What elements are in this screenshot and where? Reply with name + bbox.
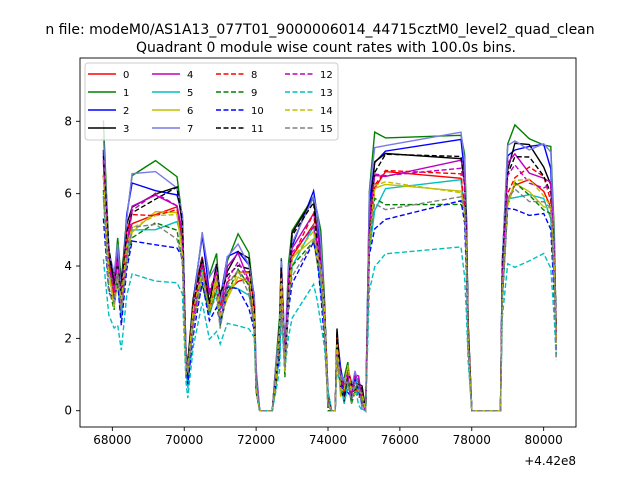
series-line-11 — [102, 153, 557, 412]
x-tick-label: 68000 — [93, 433, 131, 447]
x-tick-label: 78000 — [453, 433, 491, 447]
legend-label-9: 9 — [251, 88, 257, 99]
series-line-4 — [102, 152, 557, 412]
legend-label-4: 4 — [187, 70, 193, 81]
x-tick-label: 70000 — [165, 433, 203, 447]
x-axis-offset-label: +4.42e8 — [524, 454, 576, 468]
legend-box — [84, 62, 339, 141]
series-line-13 — [102, 246, 557, 412]
series-line-2 — [102, 138, 557, 412]
legend-label-6: 6 — [187, 106, 193, 117]
y-tick-label: 8 — [64, 114, 72, 128]
x-tick-label: 80000 — [525, 433, 563, 447]
x-tick-label: 72000 — [237, 433, 275, 447]
legend-label-7: 7 — [187, 124, 193, 135]
plot-area: 68000 70000 72000 74000 76000 78000 80000 0 2 4 6 8… — [64, 57, 577, 447]
series-line-7 — [102, 131, 557, 412]
y-tick-label: 6 — [64, 187, 72, 201]
legend-label-8: 8 — [251, 70, 257, 81]
series-line-14 — [102, 176, 557, 412]
y-tick-label: 4 — [64, 259, 72, 273]
legend-label-11: 11 — [251, 124, 264, 135]
series-line-6 — [102, 174, 557, 412]
chart-title: Quadrant 0 module wise count rates with … — [136, 40, 516, 56]
legend-label-2: 2 — [123, 106, 129, 117]
legend-label-12: 12 — [320, 70, 333, 81]
x-tick-label: 74000 — [309, 433, 347, 447]
legend-label-15: 15 — [320, 124, 333, 135]
legend-label-3: 3 — [123, 124, 129, 135]
series-line-1 — [102, 120, 557, 412]
legend-label-13: 13 — [320, 88, 333, 99]
series-line-15 — [102, 188, 557, 414]
series-line-0 — [102, 170, 557, 412]
y-tick-label: 0 — [64, 404, 72, 418]
legend-label-10: 10 — [251, 106, 264, 117]
series-line-12 — [102, 159, 557, 414]
legend-label-14: 14 — [320, 106, 333, 117]
x-tick-label: 76000 — [381, 433, 419, 447]
legend-label-1: 1 — [123, 88, 129, 99]
figure-suptitle: n file: modeM0/AS1A13_077T01_9000006014_… — [45, 22, 594, 38]
legend-label-5: 5 — [187, 88, 193, 99]
legend-label-0: 0 — [123, 70, 129, 81]
series-line-10 — [102, 199, 557, 412]
series-line-9 — [102, 181, 557, 412]
y-tick-label: 2 — [64, 331, 72, 345]
